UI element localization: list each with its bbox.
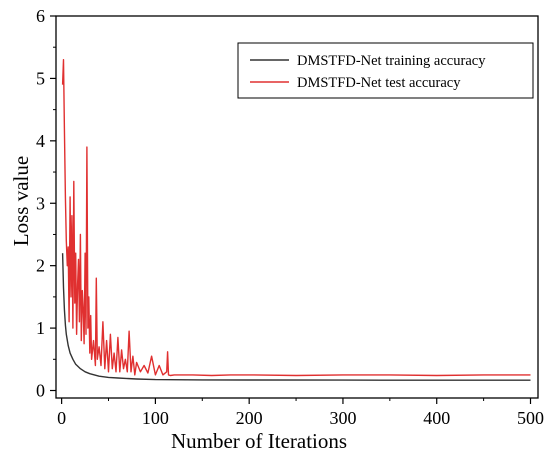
- x-tick-label: 0: [57, 408, 66, 428]
- y-axis-ticks: 0 1 2 3 4 5 6: [36, 6, 56, 401]
- y-tick-label: 4: [36, 131, 45, 151]
- series-line-training: [61, 253, 531, 381]
- legend-box: [237, 42, 534, 99]
- y-tick-label: 0: [36, 381, 45, 401]
- series-layer: [61, 59, 531, 381]
- legend-label-training: DMSTFD-Net training accuracy: [297, 53, 486, 69]
- x-tick-label: 200: [236, 408, 263, 428]
- y-tick-label: 3: [36, 193, 45, 213]
- plot-frame: [55, 15, 539, 399]
- x-axis-ticks: 0 100 200 300 400 500: [57, 398, 544, 428]
- series-line-test: [61, 59, 531, 377]
- legend: DMSTFD-Net training accuracy DMSTFD-Net …: [237, 42, 534, 99]
- y-tick-label: 2: [36, 256, 45, 276]
- x-tick-label: 500: [517, 408, 544, 428]
- y-tick-label: 6: [36, 6, 45, 26]
- x-tick-label: 100: [142, 408, 169, 428]
- y-axis-title: Loss value: [9, 156, 33, 246]
- y-tick-label: 5: [36, 68, 45, 88]
- legend-label-test: DMSTFD-Net test accuracy: [297, 75, 461, 91]
- x-axis-title: Number of Iterations: [171, 429, 347, 453]
- x-tick-label: 400: [423, 408, 450, 428]
- y-tick-label: 1: [36, 318, 45, 338]
- x-tick-label: 300: [329, 408, 356, 428]
